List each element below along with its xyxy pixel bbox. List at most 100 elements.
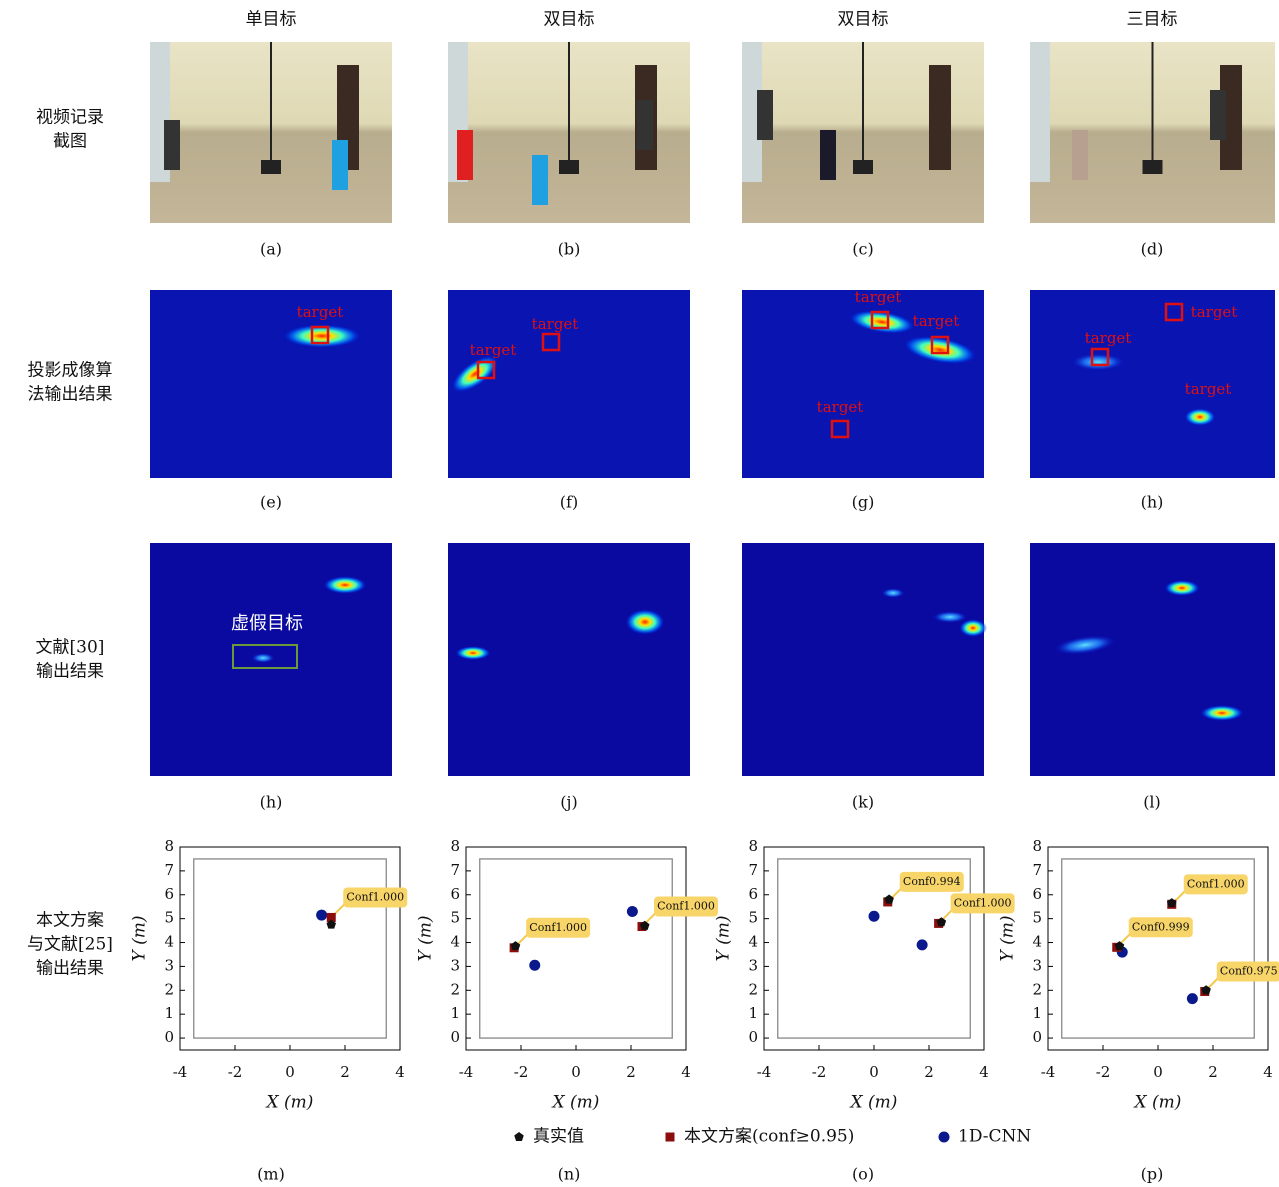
caption: (k): [852, 793, 874, 812]
x-tick-label: 0: [285, 1063, 295, 1081]
heat-blob: [959, 619, 987, 637]
caption: (o): [852, 1165, 874, 1184]
x-tick-label: -2: [1096, 1063, 1111, 1081]
x-axis-label: X (m): [265, 1093, 314, 1113]
heatmap: [1030, 543, 1275, 776]
target-label: target: [1191, 303, 1238, 321]
x-tick-label: 0: [1153, 1063, 1163, 1081]
legend-marker: [666, 1133, 675, 1142]
legend-label: 真实值: [533, 1127, 584, 1147]
plot-frame: [180, 847, 400, 1050]
y-tick-label: 3: [450, 956, 460, 974]
conf-label: Conf1.000: [657, 900, 715, 913]
photo-object: [532, 155, 548, 205]
y-tick-label: 0: [1032, 1028, 1042, 1046]
y-tick-label: 4: [450, 933, 460, 951]
caption: (m): [257, 1165, 285, 1184]
caption: (h): [1141, 493, 1164, 512]
target-label: target: [1185, 380, 1232, 398]
target-label: target: [297, 303, 344, 321]
x-tick-label: 2: [924, 1063, 934, 1081]
caption: (j): [560, 793, 577, 812]
column-title: 双目标: [838, 10, 889, 30]
caption: (n): [558, 1165, 581, 1184]
x-tick-label: -2: [812, 1063, 827, 1081]
x-tick-label: -2: [514, 1063, 529, 1081]
caption: (b): [558, 240, 581, 259]
target-label: target: [913, 312, 960, 330]
column-title: 单目标: [246, 10, 297, 30]
legend-label: 本文方案(conf≥0.95): [684, 1127, 854, 1147]
caption: (h): [260, 793, 283, 812]
cnn-marker: [316, 910, 327, 921]
y-tick-label: 0: [748, 1028, 758, 1046]
conf-label: Conf0.999: [1132, 920, 1190, 933]
x-tick-label: 0: [869, 1063, 879, 1081]
y-tick-label: 3: [748, 956, 758, 974]
false-target-label: 虚假目标: [231, 613, 303, 634]
y-tick-label: 0: [450, 1028, 460, 1046]
y-tick-label: 3: [164, 956, 174, 974]
target-label: target: [1085, 329, 1132, 347]
x-tick-label: -4: [459, 1063, 474, 1081]
heat-blob: [455, 646, 491, 660]
column-title: 双目标: [544, 10, 595, 30]
caption: (p): [1141, 1165, 1164, 1184]
figure: 单目标双目标双目标三目标视频记录截图投影成像算法输出结果文献[30]输出结果本文…: [0, 0, 1279, 1187]
target-label: target: [470, 341, 517, 359]
y-tick-label: 1: [1032, 1004, 1042, 1022]
conf-label: Conf1.000: [954, 896, 1012, 909]
conf-label: Conf1.000: [346, 890, 404, 903]
heatmap: [742, 543, 984, 776]
y-tick-label: 1: [164, 1004, 174, 1022]
photo-object: [164, 120, 180, 170]
conf-label: Conf0.994: [903, 875, 961, 888]
row-label: 法输出结果: [28, 385, 113, 405]
heatmap: [1030, 290, 1275, 478]
y-tick-label: 6: [1032, 885, 1042, 903]
photo-object: [637, 100, 653, 150]
x-axis-label: X (m): [551, 1093, 600, 1113]
y-axis-label: Y (m): [714, 915, 734, 961]
heat-blob: [1164, 580, 1200, 596]
y-tick-label: 8: [748, 837, 758, 855]
heatmap: [150, 290, 392, 478]
y-tick-label: 6: [450, 885, 460, 903]
caption: (c): [852, 240, 873, 259]
y-tick-label: 6: [748, 885, 758, 903]
photo-object: [332, 140, 348, 190]
y-tick-label: 1: [450, 1004, 460, 1022]
caption: (l): [1143, 793, 1161, 812]
y-axis-label: Y (m): [416, 915, 436, 961]
radar: [1143, 160, 1163, 174]
legend-label: 1D-CNN: [958, 1127, 1031, 1147]
caption: (f): [560, 493, 578, 512]
y-tick-label: 4: [748, 933, 758, 951]
x-tick-label: 2: [626, 1063, 636, 1081]
cnn-marker: [869, 911, 880, 922]
y-tick-label: 6: [164, 885, 174, 903]
y-tick-label: 5: [748, 909, 758, 927]
row-label: 截图: [53, 132, 87, 152]
x-tick-label: 0: [571, 1063, 581, 1081]
photo-object: [1210, 90, 1226, 140]
y-tick-label: 0: [164, 1028, 174, 1046]
x-tick-label: -4: [1041, 1063, 1056, 1081]
caption: (d): [1141, 240, 1164, 259]
y-tick-label: 5: [164, 909, 174, 927]
y-tick-label: 7: [748, 861, 758, 879]
x-tick-label: 4: [681, 1063, 691, 1081]
heat-blob: [625, 609, 665, 635]
cnn-marker: [627, 906, 638, 917]
y-tick-label: 4: [1032, 933, 1042, 951]
column-title: 三目标: [1127, 10, 1178, 30]
y-tick-label: 5: [450, 909, 460, 927]
truth-marker: [1167, 898, 1177, 907]
radar: [853, 160, 873, 174]
legend-marker: [939, 1132, 950, 1143]
photo-object: [820, 130, 836, 180]
y-tick-label: 7: [450, 861, 460, 879]
y-tick-label: 8: [450, 837, 460, 855]
row-label: 输出结果: [36, 959, 104, 979]
heat-blob: [251, 653, 275, 663]
